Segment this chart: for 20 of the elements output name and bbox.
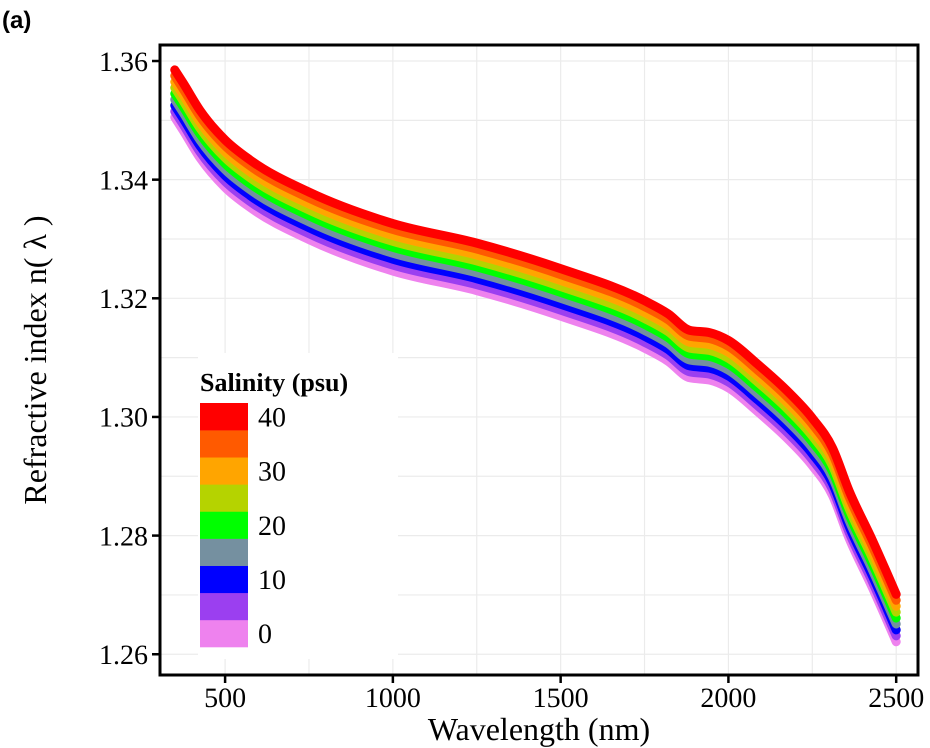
text: (a) — [2, 7, 32, 34]
legend-label: 40 — [258, 402, 286, 434]
x-tick-label: 2000 — [700, 683, 756, 714]
legend-label: 0 — [258, 619, 272, 650]
legend-label: 10 — [258, 565, 286, 596]
y-tick-label: 1.36 — [99, 46, 148, 78]
y-axis-title: Refractive index n( λ ) — [17, 215, 53, 505]
legend-title: Salinity (psu) — [200, 368, 348, 397]
x-tick-label: 1500 — [532, 683, 589, 714]
x-tick-label: 1000 — [364, 683, 421, 714]
legend-label: 30 — [258, 456, 286, 488]
y-tick-label: 1.28 — [99, 521, 148, 552]
x-axis-title: Wavelength (nm) — [428, 711, 650, 747]
y-tick-label: 1.26 — [99, 640, 148, 672]
x-tick-label: 500 — [204, 683, 246, 714]
x-tick-label: 2500 — [868, 683, 924, 714]
y-tick-label: 1.34 — [99, 165, 148, 196]
y-tick-label: 1.32 — [99, 284, 148, 316]
y-tick-label: 1.30 — [99, 402, 148, 434]
legend-label: 20 — [258, 510, 286, 542]
